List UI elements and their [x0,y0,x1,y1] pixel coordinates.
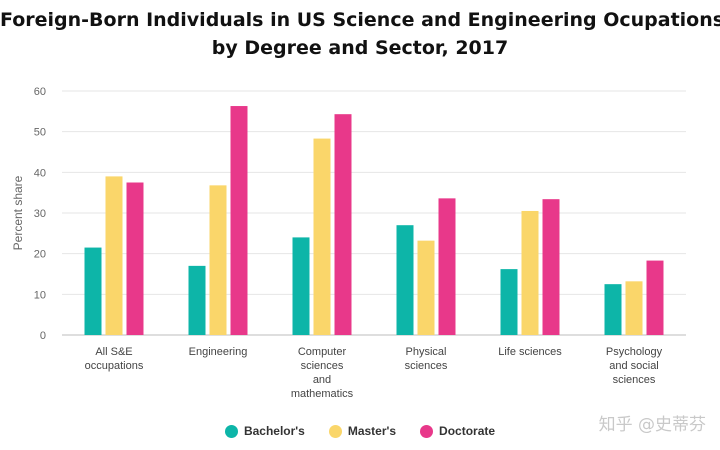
bar-doctorate-1[interactable] [230,106,248,336]
y-tick-label: 20 [34,249,46,261]
legend-swatch-bachelors [224,424,238,438]
bar-bachelors-4[interactable] [500,269,518,335]
bar-doctorate-2[interactable] [334,114,352,336]
y-tick-label: 10 [34,289,46,301]
x-tick-label: Physical sciences [405,346,448,372]
legend-item-bachelors[interactable]: Bachelor's [224,424,305,438]
x-tick-labels: All S&E occupations Engineering Computer sci… [85,346,663,400]
legend-label-masters: Master's [347,424,397,438]
grid-lines [62,90,686,336]
y-tick-label: 30 [34,208,46,220]
legend-label-bachelors: Bachelor's [243,424,305,438]
y-tick-label: 0 [40,330,46,342]
bar-masters-3[interactable] [417,240,435,335]
bar-bachelors-0[interactable] [84,247,102,335]
watermark: 知乎 @史蒂芬 [598,415,706,435]
legend-label-doctorate: Doctorate [439,424,496,438]
legend-swatch-doctorate [420,424,434,438]
bar-bachelors-2[interactable] [292,237,310,335]
bar-doctorate-5[interactable] [646,260,664,335]
legend: Bachelor's Master's Doctorate [0,424,720,438]
bar-masters-2[interactable] [313,138,331,335]
x-tick-label: Psychology and social sciences [606,346,663,386]
x-tick-label: Computer sciences and mathematics [291,346,354,400]
x-tick-label: Life sciences [498,346,562,358]
bar-bachelors-5[interactable] [604,284,622,335]
y-tick-label: 50 [34,127,46,139]
legend-item-masters[interactable]: Master's [328,424,397,438]
y-tick-label: 60 [34,86,46,98]
bar-doctorate-4[interactable] [542,199,560,335]
x-tick-label: Engineering [189,346,248,358]
chart-title-line2: by Degree and Sector, 2017 [211,37,509,59]
y-tick-labels: 0 10 20 30 40 50 60 [34,86,46,342]
chart-title-line1: Foreign-Born Individuals in US Science a… [0,9,720,31]
bar-doctorate-3[interactable] [438,198,456,335]
legend-swatch-masters [328,424,342,438]
bar-bachelors-1[interactable] [188,265,206,335]
y-axis-label: Percent share [11,175,25,250]
bars [84,106,664,336]
bar-masters-5[interactable] [625,281,643,335]
bar-masters-0[interactable] [105,176,123,335]
y-tick-label: 40 [34,167,46,179]
bar-doctorate-0[interactable] [126,182,144,336]
bar-masters-1[interactable] [209,185,227,335]
x-tick-label: All S&E occupations [85,346,144,372]
bar-bachelors-3[interactable] [396,225,414,335]
legend-item-doctorate[interactable]: Doctorate [420,424,495,438]
chart-title: Foreign-Born Individuals in US Science a… [0,6,720,62]
bar-masters-4[interactable] [521,210,539,335]
